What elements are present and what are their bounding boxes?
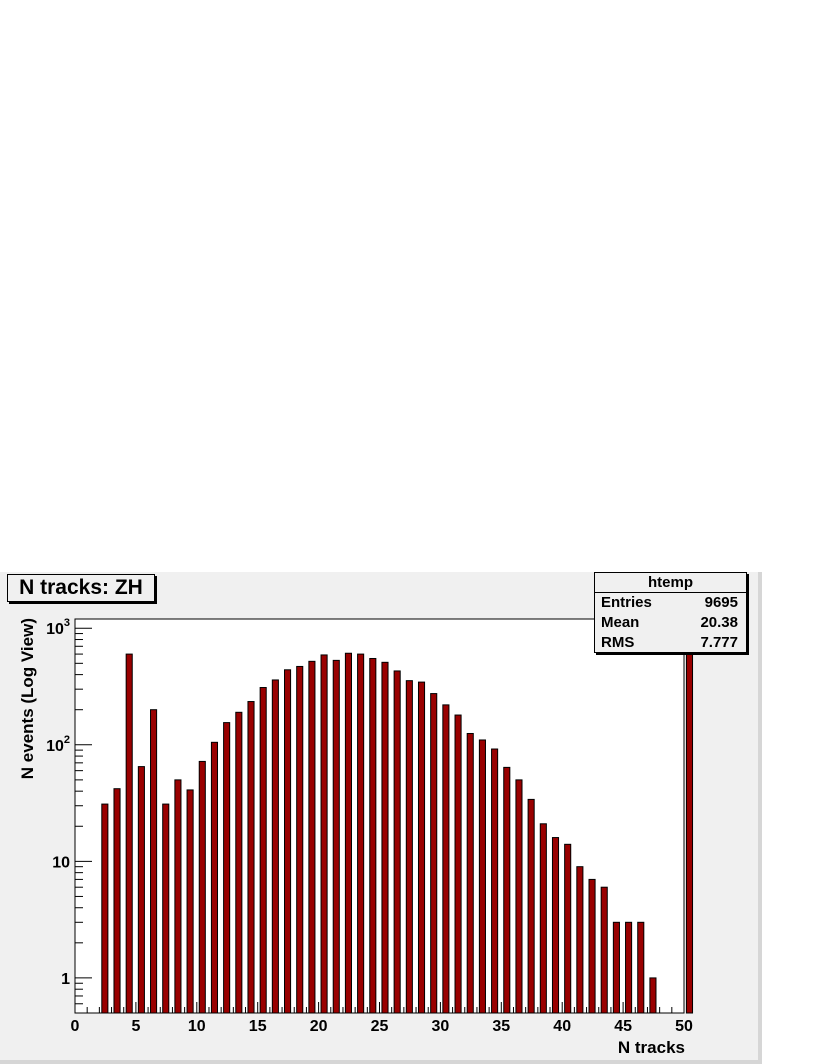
histogram-bar	[101, 803, 109, 1014]
histogram-bar	[637, 921, 645, 1014]
stats-label: RMS	[601, 634, 635, 651]
histogram-bar	[150, 709, 158, 1014]
histogram-bar	[162, 803, 170, 1014]
stats-value: 9695	[704, 594, 738, 611]
histogram-bar	[296, 665, 304, 1014]
histogram-bar	[649, 977, 657, 1014]
histogram-bar	[478, 739, 486, 1014]
x-axis-label: N tracks	[618, 1038, 685, 1057]
histogram-bar	[466, 732, 474, 1014]
x-tick-label: 45	[614, 1018, 632, 1035]
x-tick-label: 0	[71, 1018, 80, 1035]
histogram-bar	[685, 653, 694, 1014]
histogram-bar	[332, 659, 340, 1014]
x-tick-label: 40	[553, 1018, 571, 1035]
histogram-bar	[564, 843, 572, 1014]
histogram-bar	[271, 679, 279, 1014]
stats-label: Mean	[601, 614, 640, 631]
histogram-bar	[125, 653, 133, 1014]
y-tick-label: 10	[52, 854, 70, 871]
histogram-bar	[576, 866, 584, 1014]
histogram-bar	[515, 779, 523, 1014]
histogram-bar	[430, 693, 438, 1014]
canvas-edge	[0, 1060, 762, 1064]
histogram-bar	[113, 788, 121, 1014]
axes: 0 5 10 15 20 25 30 35 40 45 50 1 10 102 103	[46, 617, 693, 1035]
x-tick-label: 5	[131, 1018, 140, 1035]
y-tick-label: 103	[46, 617, 70, 638]
stats-value: 20.38	[700, 614, 738, 631]
histogram-bar	[235, 711, 243, 1014]
histogram-bar	[527, 798, 535, 1014]
y-tick-label: 1	[61, 971, 70, 988]
histogram-bar	[344, 652, 352, 1014]
histogram-bar	[588, 878, 596, 1014]
histogram-bar	[551, 837, 560, 1014]
histogram-bar	[198, 760, 206, 1014]
histogram-bar	[284, 669, 292, 1014]
histogram-bar	[600, 886, 608, 1014]
histogram-bar	[539, 823, 547, 1014]
histogram-bar	[491, 748, 499, 1014]
histogram-bar	[442, 704, 450, 1014]
histogram-bar	[503, 766, 511, 1014]
chart-title: N tracks: ZH	[7, 574, 155, 602]
x-tick-label: 25	[371, 1018, 389, 1035]
histogram-bar	[357, 653, 365, 1014]
y-axis-label: N events (Log View)	[18, 618, 37, 779]
histogram-bar	[186, 789, 194, 1014]
stats-box: htemp Entries 9695 Mean 20.38 RMS 7.777	[594, 572, 747, 653]
histogram-bar	[417, 681, 426, 1014]
histogram-bar	[381, 661, 389, 1014]
stats-value: 7.777	[700, 634, 738, 651]
stats-row-mean: Mean 20.38	[595, 613, 746, 633]
x-tick-label: 20	[310, 1018, 328, 1035]
x-tick-label: 50	[675, 1018, 693, 1035]
histogram-bar	[612, 921, 620, 1014]
histogram-bar	[625, 921, 633, 1014]
histogram-bar	[174, 779, 182, 1014]
histogram-bar	[247, 701, 255, 1014]
stats-row-entries: Entries 9695	[595, 593, 746, 613]
canvas-edge	[758, 572, 762, 1064]
x-tick-label: 35	[492, 1018, 510, 1035]
stats-label: Entries	[601, 594, 652, 611]
x-tick-label: 10	[188, 1018, 206, 1035]
histogram-bar	[210, 741, 219, 1014]
histogram-bar	[454, 714, 462, 1014]
stats-row-rms: RMS 7.777	[595, 633, 746, 653]
x-tick-label: 30	[432, 1018, 450, 1035]
y-tick-label: 102	[46, 734, 70, 755]
histogram-bar	[137, 766, 145, 1014]
histogram-bar	[259, 687, 267, 1014]
histogram-bar	[369, 657, 377, 1014]
histogram-bar	[393, 670, 401, 1014]
histogram-bar	[405, 680, 413, 1014]
x-tick-label: 15	[249, 1018, 267, 1035]
stats-box-name: htemp	[595, 573, 746, 593]
histogram-bar	[223, 722, 231, 1014]
histogram-bar	[308, 660, 316, 1014]
histogram-bar	[320, 654, 328, 1014]
